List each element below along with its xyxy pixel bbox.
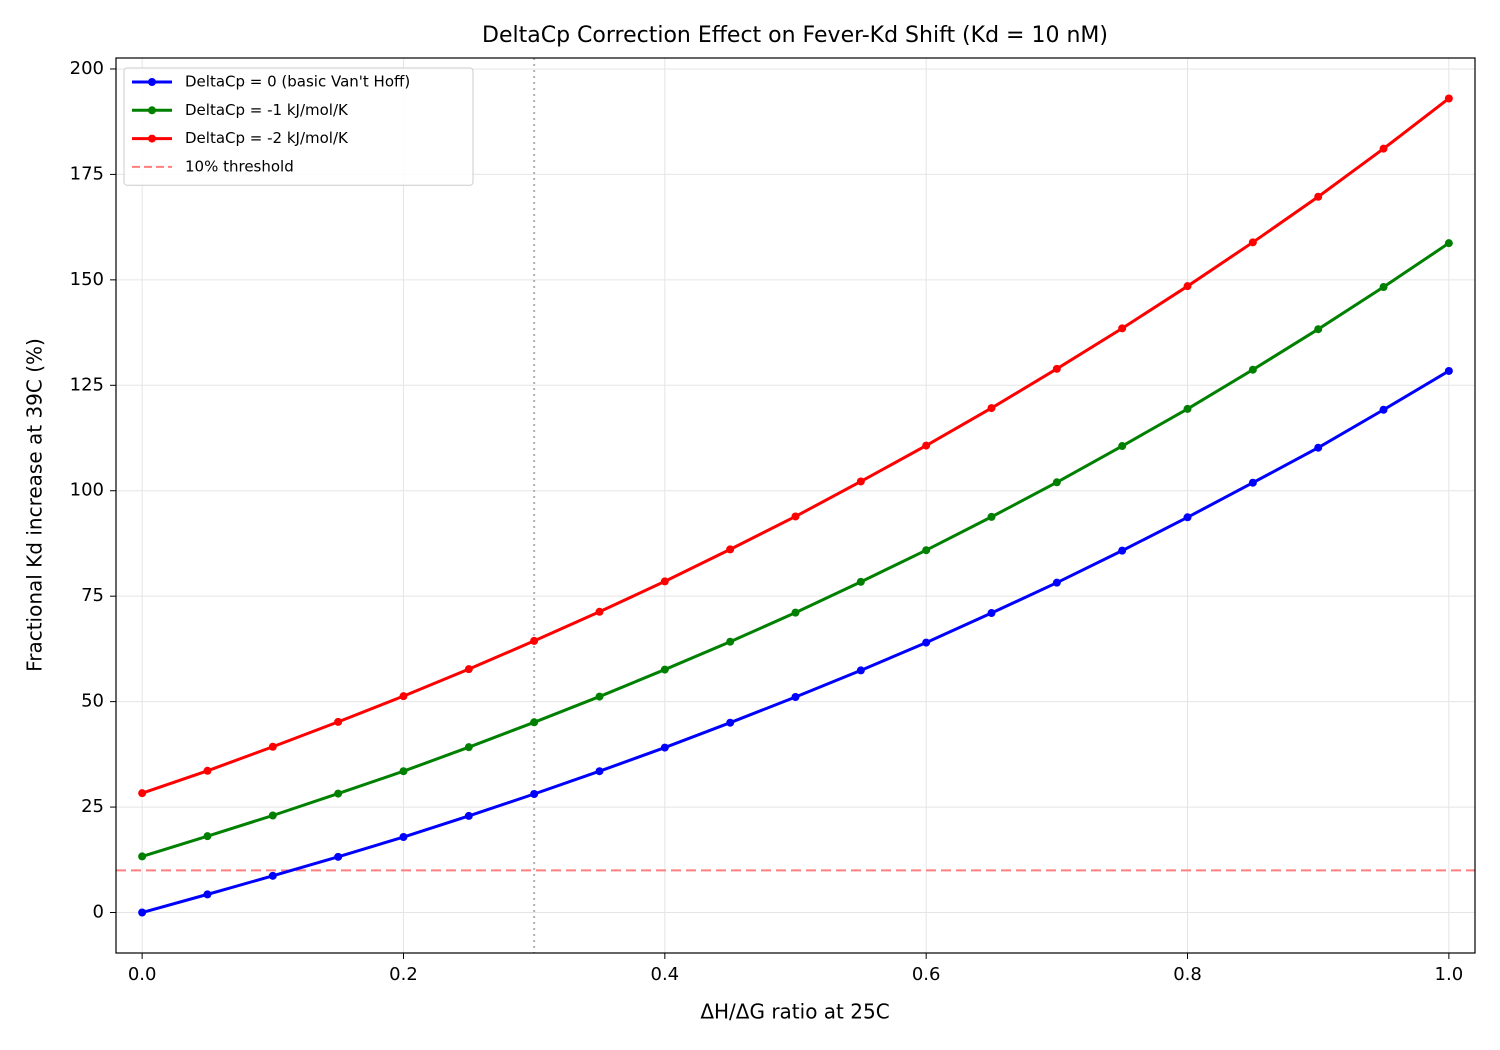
data-point <box>138 789 147 798</box>
data-point <box>1444 239 1453 248</box>
data-point <box>1248 478 1257 487</box>
data-point <box>1118 546 1127 555</box>
y-tick-label: 175 <box>70 163 104 184</box>
data-point <box>399 767 408 776</box>
data-point <box>856 666 865 675</box>
data-point <box>987 609 996 618</box>
data-point <box>1444 94 1453 103</box>
data-point <box>268 871 277 880</box>
series-line <box>141 369 1450 914</box>
legend-label: DeltaCp = 0 (basic Van't Hoff) <box>185 73 410 91</box>
data-point <box>726 637 735 646</box>
y-axis-label: Fractional Kd increase at 39C (%) <box>23 338 47 672</box>
y-tick-label: 0 <box>93 902 104 923</box>
chart-title: DeltaCp Correction Effect on Fever-Kd Sh… <box>482 23 1108 48</box>
data-point <box>1183 404 1192 413</box>
data-point <box>791 608 800 617</box>
data-point <box>922 546 931 555</box>
legend-box <box>123 67 474 186</box>
data-point <box>595 607 604 616</box>
data-point <box>1118 324 1127 333</box>
data-point <box>1248 365 1257 374</box>
x-axis-label: ΔH/ΔG ratio at 25C <box>700 1000 889 1024</box>
data-point <box>1314 325 1323 334</box>
data-point <box>1183 513 1192 522</box>
legend-marker <box>148 78 156 86</box>
data-point <box>138 908 147 917</box>
data-point <box>1314 443 1323 452</box>
y-tick-label: 50 <box>81 691 104 712</box>
plot-frame <box>115 57 1476 954</box>
y-tick-label: 25 <box>81 796 104 817</box>
y-tick-label: 200 <box>70 58 104 79</box>
data-point <box>595 767 604 776</box>
data-point <box>1379 283 1388 292</box>
data-point <box>530 636 539 645</box>
legend-label: DeltaCp = -2 kJ/mol/K <box>185 129 349 147</box>
data-point <box>464 743 473 752</box>
x-tick-label: 1.0 <box>1435 964 1464 985</box>
data-point <box>334 852 343 861</box>
data-point <box>203 832 212 841</box>
data-point <box>791 512 800 521</box>
legend-marker <box>148 134 156 143</box>
data-point <box>595 692 604 701</box>
data-point <box>1248 238 1257 247</box>
data-point <box>922 638 931 647</box>
data-point <box>464 665 473 674</box>
data-point <box>530 789 539 798</box>
data-point <box>1183 282 1192 291</box>
data-point <box>1118 442 1127 451</box>
x-tick-label: 0.0 <box>128 964 157 985</box>
data-point <box>334 717 343 726</box>
y-tick-label: 75 <box>81 585 104 606</box>
data-point <box>1314 192 1323 201</box>
legend-label: DeltaCp = -1 kJ/mol/K <box>185 101 349 119</box>
data-point <box>268 742 277 751</box>
legend-label: 10% threshold <box>185 157 294 175</box>
data-point <box>399 692 408 701</box>
data-point <box>1379 405 1388 414</box>
data-point <box>1444 366 1453 375</box>
data-point <box>530 718 539 727</box>
y-tick-label: 125 <box>70 374 104 395</box>
data-point <box>660 743 669 752</box>
y-tick-label: 100 <box>70 480 104 501</box>
data-point <box>856 477 865 486</box>
data-point <box>268 811 277 820</box>
data-point <box>726 718 735 727</box>
series-line <box>141 97 1450 795</box>
data-point <box>791 692 800 701</box>
data-point <box>922 441 931 450</box>
data-point <box>660 577 669 586</box>
x-tick-label: 0.6 <box>912 964 941 985</box>
data-point <box>726 545 735 554</box>
data-point <box>660 665 669 674</box>
data-point <box>856 577 865 586</box>
data-point <box>1379 144 1388 153</box>
data-point <box>1052 364 1061 373</box>
data-point <box>334 789 343 798</box>
y-tick-label: 150 <box>70 269 104 290</box>
legend-marker <box>148 106 156 115</box>
data-point <box>399 833 408 842</box>
data-point <box>464 811 473 820</box>
x-tick-label: 0.2 <box>389 964 418 985</box>
data-point <box>987 512 996 521</box>
data-point <box>1052 478 1061 487</box>
data-point <box>203 890 212 899</box>
x-tick-label: 0.8 <box>1173 964 1202 985</box>
data-point <box>1052 578 1061 587</box>
data-point <box>138 852 147 861</box>
series-line <box>141 241 1450 858</box>
x-tick-label: 0.4 <box>651 964 680 985</box>
data-point <box>203 766 212 775</box>
data-point <box>987 404 996 413</box>
